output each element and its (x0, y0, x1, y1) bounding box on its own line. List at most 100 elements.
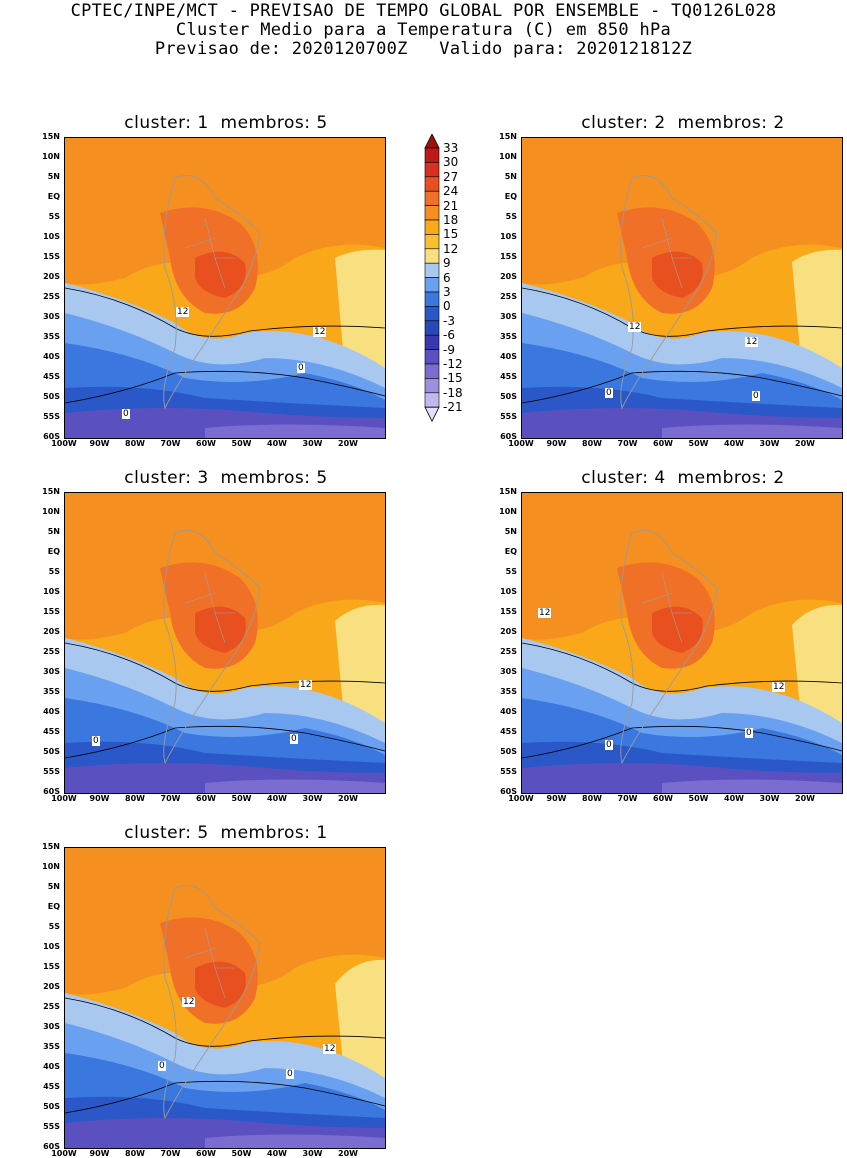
lat-tick-label: 20S (500, 627, 517, 636)
lat-tick-label: 50S (43, 747, 60, 756)
temperature-band (662, 779, 842, 793)
contour-label: 12 (182, 997, 196, 1007)
lat-tick-label: 40S (500, 352, 517, 361)
lat-tick-label: 30S (500, 312, 517, 321)
lat-tick-label: 35S (43, 687, 60, 696)
lat-tick-label: 15S (43, 607, 60, 616)
lon-tick-label: 50W (231, 439, 252, 448)
colorbar-swatch (424, 147, 440, 163)
lat-tick-label: 50S (43, 1102, 60, 1111)
contour-label: 0 (290, 734, 298, 744)
colorbar-label: 30 (443, 155, 459, 170)
lon-tick-label: 70W (160, 439, 181, 448)
lon-tick-label: 60W (653, 439, 673, 448)
colorbar-swatch (424, 334, 440, 350)
colorbar-label: -18 (443, 385, 463, 400)
lat-tick-label: 50S (500, 392, 517, 401)
contour-label: 0 (286, 1069, 294, 1079)
lon-tick-label: 50W (231, 1149, 252, 1158)
temperature-band (522, 493, 842, 640)
colorbar-label: -15 (443, 371, 463, 386)
isotherm-12-line (522, 287, 842, 337)
lon-tick-label: 30W (302, 439, 323, 448)
temperature-band (65, 493, 385, 640)
lat-tick-label: 40S (43, 707, 60, 716)
continent-outline (163, 175, 261, 410)
lat-tick-label: 25S (43, 647, 60, 656)
lat-tick-label: 40S (43, 352, 60, 361)
lon-tick-label: 70W (617, 439, 638, 448)
lat-tick-label: 55S (43, 1122, 60, 1131)
lon-tick-label: 30W (759, 794, 780, 803)
lon-tick-label: 20W (795, 794, 815, 803)
colorbar-label: 24 (443, 184, 459, 199)
lat-tick-label: 20S (43, 627, 60, 636)
colorbar-label: 3 (443, 285, 451, 299)
colorbar-swatch (424, 162, 440, 178)
lat-tick-label: 10S (500, 587, 517, 596)
lon-tick-label: 40W (724, 794, 744, 803)
lat-tick-label: 30S (43, 667, 60, 676)
colorbar-label: 12 (443, 241, 459, 256)
isotherm-0-line (65, 725, 385, 759)
colorbar-swatch (424, 349, 440, 365)
colorbar-swatch (424, 262, 440, 278)
colorbar-swatch (424, 392, 440, 408)
panel-title: cluster: 4 membros: 2 (581, 468, 785, 488)
lat-tick-label: 45S (43, 1082, 60, 1091)
isotherm-12-line (65, 642, 385, 692)
contour-label: 12 (538, 608, 552, 618)
lat-tick-label: 5N (47, 172, 60, 181)
temperature-band (205, 779, 385, 793)
lat-tick-label: 15S (43, 252, 60, 261)
lat-tick-label: 25S (500, 292, 517, 301)
lat-tick-label: 35S (43, 332, 60, 341)
temperature-map (521, 137, 843, 439)
colorbar-label: -21 (443, 400, 463, 415)
lon-tick-label: 40W (724, 439, 744, 448)
lat-tick-label: 60S (43, 1142, 60, 1151)
lat-tick-label: 10N (42, 152, 60, 161)
temperature-band (65, 138, 385, 285)
lat-tick-label: 10N (499, 152, 517, 161)
lat-tick-label: 60S (500, 432, 517, 441)
continent-outline (620, 530, 718, 765)
colorbar-label: 18 (443, 213, 459, 227)
lon-tick-label: 30W (759, 439, 780, 448)
temperature-map (64, 492, 386, 794)
lon-tick-label: 90W (89, 794, 110, 803)
colorbar-swatch (424, 378, 440, 394)
colorbar-swatch (424, 291, 440, 307)
colorbar-swatch (424, 176, 440, 192)
continent-outline (163, 885, 261, 1120)
lon-tick-label: 60W (196, 1149, 216, 1158)
country-borders (641, 572, 692, 644)
lon-tick-label: 50W (688, 794, 709, 803)
lat-tick-label: 25S (43, 1002, 60, 1011)
colorbar-swatch (424, 190, 440, 206)
colorbar-swatch (424, 406, 440, 423)
lat-tick-label: 15S (500, 252, 517, 261)
lat-tick-label: 5S (505, 567, 517, 576)
temperature-map (64, 137, 386, 439)
lat-tick-label: 30S (43, 1022, 60, 1031)
map-svg (65, 138, 385, 438)
lat-tick-label: 30S (43, 312, 60, 321)
lat-tick-label: 55S (43, 412, 60, 421)
lat-tick-label: 45S (500, 727, 517, 736)
country-borders (184, 572, 235, 644)
temperature-band (65, 848, 385, 995)
panel-title: cluster: 2 membros: 2 (581, 113, 785, 133)
colorbar-swatch (424, 205, 440, 221)
lon-tick-label: 80W (125, 1149, 145, 1158)
lon-tick-label: 50W (231, 794, 252, 803)
lat-tick-label: 5S (48, 922, 60, 931)
lon-tick-label: 90W (89, 1149, 110, 1158)
temperature-map (521, 492, 843, 794)
lon-tick-label: 90W (546, 794, 567, 803)
contour-label: 0 (92, 736, 100, 746)
colorbar-label: 0 (443, 299, 451, 314)
colorbar-swatch (424, 306, 440, 322)
lat-tick-label: 15N (499, 487, 517, 496)
lat-tick-label: 5N (504, 172, 517, 181)
